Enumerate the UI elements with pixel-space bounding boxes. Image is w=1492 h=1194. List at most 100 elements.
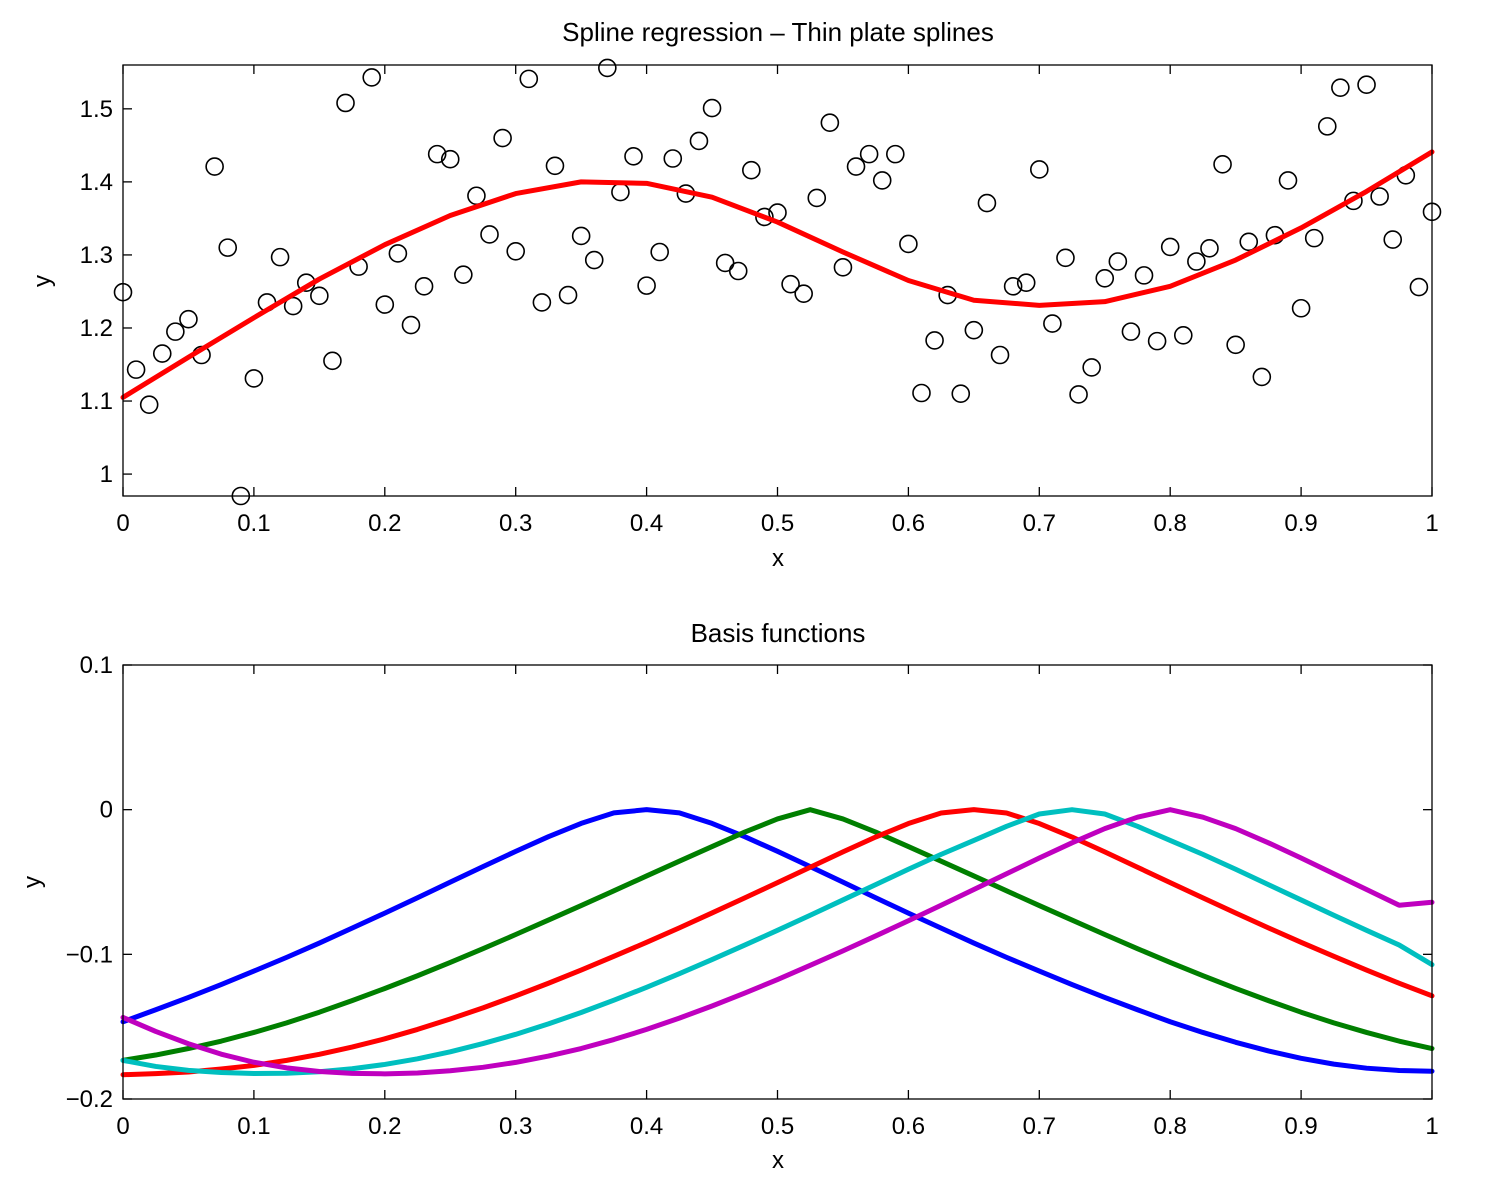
x-tick-label: 0.4 <box>630 1113 663 1140</box>
x-tick-label: 1 <box>1425 1113 1438 1140</box>
x-tick-label: 0.9 <box>1284 510 1317 537</box>
data-point <box>388 244 408 263</box>
data-point <box>218 238 238 257</box>
x-tick-label: 0.8 <box>1154 1113 1187 1140</box>
data-point <box>493 128 512 148</box>
data-point <box>205 157 224 176</box>
x-tick-label: 0.7 <box>1023 1113 1056 1140</box>
y-tick-label: 0.1 <box>80 652 113 679</box>
data-point <box>480 225 499 244</box>
data-point <box>951 384 971 404</box>
data-point <box>1160 237 1180 257</box>
y-tick-label: 1.4 <box>80 169 113 196</box>
y-tick-label: 1.5 <box>80 96 113 123</box>
data-point <box>440 149 460 169</box>
x-tick-label: 0.3 <box>499 1113 532 1140</box>
x-tick-label: 0 <box>116 1113 129 1140</box>
data-point <box>1317 117 1337 136</box>
axis-ticks: 0 0.1 0.2 0.3 0.4 0.5 0.6 0.7 0.8 0.9 1 1 1.1 1.2 1.3 1… <box>80 65 1439 537</box>
data-point <box>833 258 853 277</box>
x-tick-label: 0.7 <box>1023 510 1056 537</box>
x-tick-label: 0.5 <box>761 1113 794 1140</box>
data-point <box>859 144 879 164</box>
plot-area <box>113 58 1442 506</box>
data-point <box>886 144 905 164</box>
data-point <box>323 351 342 371</box>
data-point <box>742 160 761 180</box>
x-tick-label: 0.2 <box>368 1113 401 1140</box>
data-point <box>846 157 866 176</box>
data-point <box>1239 232 1259 252</box>
data-point <box>427 144 447 164</box>
data-point <box>584 250 604 270</box>
data-point <box>414 277 434 296</box>
data-point <box>1213 155 1232 174</box>
data-point <box>637 276 656 295</box>
data-point <box>545 156 565 176</box>
data-point <box>755 207 774 227</box>
basis-function-line-4 <box>120 807 1435 1077</box>
plot-area <box>120 807 1435 1078</box>
x-tick-label: 0.1 <box>237 1113 270 1140</box>
y-tick-label: 1.3 <box>80 242 113 269</box>
data-point <box>1252 367 1272 387</box>
data-point <box>1409 277 1429 297</box>
data-point <box>912 383 931 403</box>
data-point <box>310 286 329 306</box>
x-tick-label: 0.2 <box>368 510 401 537</box>
data-point <box>166 322 185 341</box>
data-point <box>1370 187 1389 206</box>
basis-functions-panel: Basis functions 0 0.1 0.2 0.3 0.4 0.5 0.6 0.7 0.… <box>19 618 1439 1174</box>
data-point <box>532 293 552 312</box>
data-point <box>506 241 526 261</box>
x-tick-label: 0.1 <box>237 510 270 537</box>
data-point <box>715 253 735 273</box>
data-point <box>702 98 722 118</box>
data-point <box>624 147 643 166</box>
chart-title: Spline regression – Thin plate splines <box>562 17 994 47</box>
data-point <box>1173 325 1193 345</box>
data-point <box>362 68 382 87</box>
y-tick-label: −0.2 <box>66 1086 113 1113</box>
data-point <box>270 247 290 267</box>
data-point <box>964 320 984 340</box>
data-point <box>283 296 303 316</box>
data-point <box>467 186 486 206</box>
data-point <box>1187 252 1206 271</box>
data-point <box>1331 78 1350 97</box>
data-point <box>401 315 421 335</box>
spline-regression-panel: Spline regression – Thin plate splines 0… <box>29 17 1442 572</box>
data-point <box>1357 75 1376 95</box>
data-point <box>1108 252 1128 271</box>
data-point <box>1121 322 1141 341</box>
x-axis-label: x <box>772 1147 784 1174</box>
data-point <box>820 113 840 133</box>
data-point <box>794 284 813 303</box>
data-point <box>1304 228 1324 248</box>
data-point <box>977 193 997 213</box>
data-point <box>1134 266 1154 285</box>
data-point <box>1200 239 1219 258</box>
data-point <box>650 242 669 262</box>
y-tick-label: 0 <box>100 797 113 824</box>
basis-function-line-2 <box>120 807 1435 1063</box>
y-tick-label: −0.1 <box>66 941 113 968</box>
x-tick-label: 1 <box>1425 510 1438 537</box>
x-tick-label: 0.5 <box>761 510 794 537</box>
data-point <box>728 261 748 281</box>
x-tick-label: 0.9 <box>1284 1113 1317 1140</box>
data-point <box>1278 171 1298 190</box>
x-tick-label: 0.3 <box>499 510 532 537</box>
data-point <box>1291 298 1311 318</box>
data-point <box>1095 269 1115 288</box>
data-point <box>375 295 395 314</box>
x-axis-label: x <box>772 545 784 572</box>
data-point <box>1003 277 1023 296</box>
x-tick-label: 0 <box>116 510 129 537</box>
data-point <box>558 285 578 305</box>
data-point <box>244 369 264 388</box>
y-tick-label: 1.2 <box>80 315 113 342</box>
data-point <box>781 274 800 294</box>
data-point <box>611 182 630 202</box>
